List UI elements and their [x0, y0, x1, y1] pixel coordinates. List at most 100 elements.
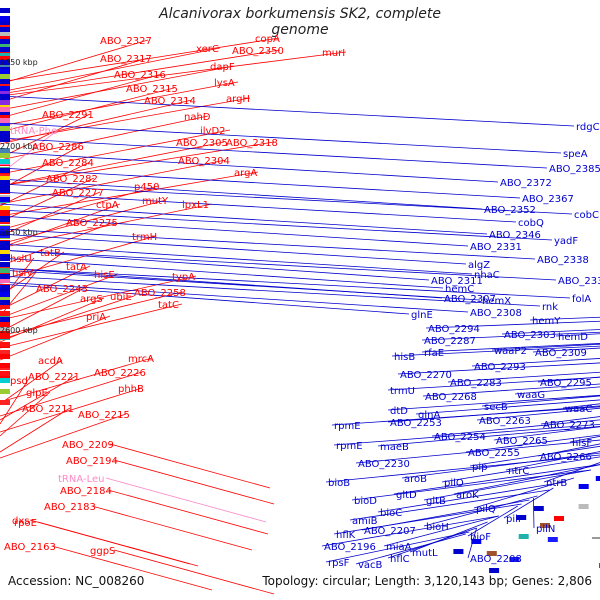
gene-label-hemd: hemD	[558, 332, 588, 343]
gene-label-abo_2293: ABO_2293	[474, 362, 526, 373]
feature-block	[453, 549, 464, 554]
gene-label-trna-phe: tRNA-Phe	[10, 126, 57, 137]
gene-label-tatc: tatC	[158, 300, 179, 311]
gene-label-abo_2283: ABO_2283	[450, 378, 502, 389]
leader-line	[0, 228, 536, 260]
feature-block	[0, 42, 10, 47]
gene-label-rpoe: rpoE	[14, 518, 37, 529]
feature-block	[540, 523, 550, 528]
leader-line	[331, 406, 600, 426]
gene-label-hflk: hflK	[336, 530, 356, 541]
gene-label-abo_2350: ABO_2350	[232, 46, 284, 57]
feature-block	[0, 8, 10, 13]
gene-label-abo_2311: ABO_2311	[431, 276, 483, 287]
gene-label-tatb: tatB	[40, 248, 61, 259]
gene-label-tata: tatA	[66, 262, 87, 273]
leader-line	[397, 362, 600, 375]
leader-line	[0, 249, 430, 281]
gene-label-psd: psd	[10, 376, 28, 387]
feature-block	[0, 241, 10, 246]
feature-block	[0, 74, 10, 79]
gene-label-abo_2367: ABO_2367	[522, 194, 574, 205]
feature-block	[0, 334, 10, 339]
gene-label-rpme: rpmE	[336, 441, 363, 452]
gene-label-abo_2304: ABO_2304	[178, 156, 230, 167]
feature-block	[0, 268, 10, 273]
gene-label-abo_2314: ABO_2314	[144, 96, 196, 107]
leader-line	[0, 267, 571, 299]
leader-line	[415, 399, 600, 415]
leader-line	[349, 489, 550, 521]
feature-block	[0, 331, 10, 336]
gene-label-rnk: rnk	[542, 302, 558, 313]
gene-label-trna-leu: tRNA-Leu	[58, 474, 104, 485]
leader-line	[0, 203, 488, 235]
leader-line	[0, 177, 95, 223]
leader-line	[441, 456, 600, 483]
leader-line	[0, 47, 221, 93]
leader-line	[325, 454, 600, 483]
gene-label-arob: aroB	[404, 474, 427, 485]
leader-line	[0, 413, 127, 459]
leader-line	[91, 505, 253, 551]
leader-line	[51, 545, 213, 591]
gene-label-nhac: nhaC	[474, 270, 500, 281]
feature-block	[0, 148, 10, 153]
gene-label-abo_2291: ABO_2291	[42, 110, 94, 121]
gene-label-abo_2221: ABO_2221	[28, 372, 80, 383]
feature-block	[0, 226, 10, 231]
leader-line	[0, 81, 239, 127]
gene-label-abo_2215: ABO_2215	[78, 410, 130, 421]
leader-line	[0, 359, 63, 405]
gene-label-abo_2286: ABO_2286	[32, 142, 84, 153]
feature-block	[509, 557, 520, 562]
feature-block	[0, 39, 10, 44]
feature-block	[0, 342, 10, 347]
leader-line	[0, 115, 209, 161]
gene-label-hflc: hflC	[390, 554, 410, 565]
leader-line	[0, 39, 149, 85]
gene-label-pria: priA	[86, 312, 106, 323]
feature-block	[0, 60, 10, 65]
leader-line	[0, 178, 483, 210]
leader-line	[423, 495, 538, 527]
leader-line	[0, 391, 51, 437]
leader-line	[493, 426, 600, 441]
feature-block	[0, 278, 10, 283]
leader-line	[503, 487, 554, 519]
gene-label-biod: bioD	[354, 496, 377, 507]
leader-line	[0, 315, 111, 361]
feature-block	[0, 231, 10, 236]
gene-label-abo_2338: ABO_2338	[537, 255, 589, 266]
feature-tracks	[0, 8, 600, 573]
scale-label: 2750 kbp	[0, 58, 38, 67]
feature-block	[0, 206, 10, 211]
leader-line	[0, 243, 473, 275]
leader-line	[0, 49, 281, 95]
gene-label-abo_2258: ABO_2258	[134, 288, 186, 299]
gene-label-abo_2263: ABO_2263	[479, 416, 531, 427]
feature-block	[0, 188, 10, 193]
gene-label-pilq: pilQ	[476, 504, 496, 515]
genome-title: Alcanivorax borkumensis SK2, complete ge…	[159, 6, 441, 38]
feature-block	[0, 378, 10, 383]
leader-line	[0, 257, 444, 289]
feature-block	[0, 53, 10, 58]
leader-line	[0, 269, 481, 301]
leader-line	[471, 358, 600, 367]
gene-label-abo_2226: ABO_2226	[94, 368, 146, 379]
leader-line	[0, 145, 81, 191]
gene-label-copa: copA	[255, 34, 280, 45]
gene-label-algz: algZ	[468, 260, 490, 271]
leader-line	[532, 497, 535, 529]
gene-label-abo_2307: ABO_2307	[444, 294, 496, 305]
gene-label-abo_2196: ABO_2196	[324, 542, 376, 553]
leader-line	[0, 37, 280, 83]
feature-block	[0, 304, 10, 309]
leader-line	[0, 199, 167, 245]
feature-block	[0, 20, 10, 25]
feature-block	[518, 534, 529, 539]
gene-label-abo_2183: ABO_2183	[44, 502, 96, 513]
gene-label-hisb: hisB	[394, 352, 415, 363]
leader-line	[0, 375, 77, 421]
